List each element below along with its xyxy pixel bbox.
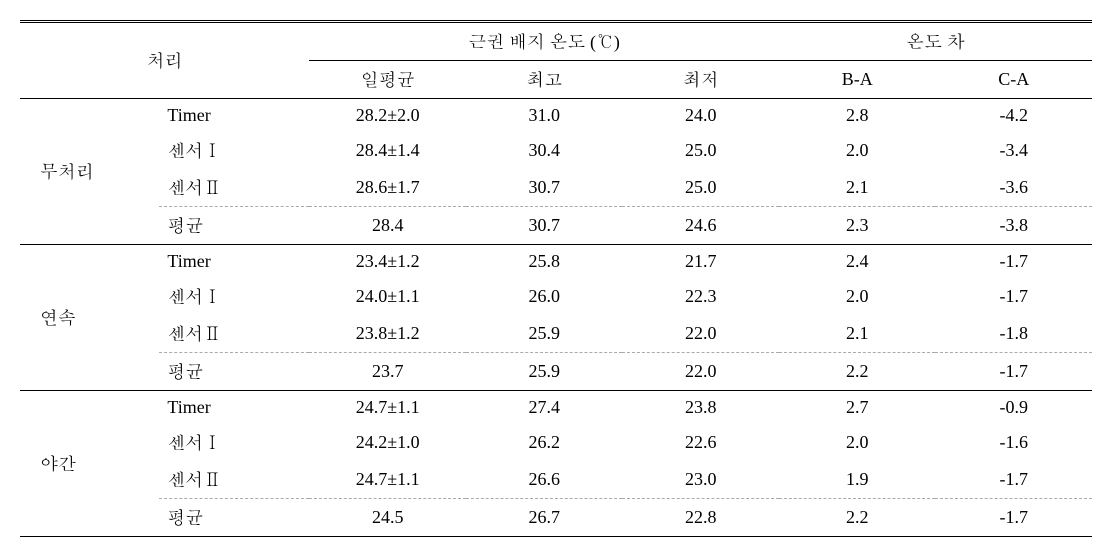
min-cell: 23.8	[622, 391, 779, 425]
avg-cell: 24.7±1.1	[309, 461, 466, 499]
max-cell: 30.4	[466, 132, 623, 169]
max-cell: 26.2	[466, 424, 623, 461]
treatment-cell: 센서Ⅰ	[159, 424, 309, 461]
header-max: 최고	[466, 61, 623, 99]
treatment-cell: Timer	[159, 391, 309, 425]
ba-cell: 2.8	[779, 99, 936, 133]
max-cell: 31.0	[466, 99, 623, 133]
avg-cell: 24.2±1.0	[309, 424, 466, 461]
avg-cell: 28.6±1.7	[309, 169, 466, 207]
mean-ca: -1.7	[935, 499, 1092, 537]
min-cell: 25.0	[622, 132, 779, 169]
mean-max: 26.7	[466, 499, 623, 537]
mean-min: 22.0	[622, 353, 779, 391]
ba-cell: 2.0	[779, 278, 936, 315]
min-cell: 22.6	[622, 424, 779, 461]
group-name: 야간	[20, 391, 159, 537]
ba-cell: 2.0	[779, 424, 936, 461]
ca-cell: -4.2	[935, 99, 1092, 133]
ba-cell: 2.4	[779, 245, 936, 279]
ca-cell: -1.6	[935, 424, 1092, 461]
avg-cell: 24.0±1.1	[309, 278, 466, 315]
header-treatment: 처리	[20, 22, 309, 99]
ca-cell: -1.8	[935, 315, 1092, 353]
header-ba: B-A	[779, 61, 936, 99]
avg-cell: 23.4±1.2	[309, 245, 466, 279]
treatment-cell: Timer	[159, 99, 309, 133]
max-cell: 25.8	[466, 245, 623, 279]
ba-cell: 2.7	[779, 391, 936, 425]
avg-cell: 23.8±1.2	[309, 315, 466, 353]
max-cell: 26.6	[466, 461, 623, 499]
mean-ba: 2.3	[779, 207, 936, 245]
mean-avg: 24.5	[309, 499, 466, 537]
mean-min: 24.6	[622, 207, 779, 245]
ba-cell: 2.1	[779, 169, 936, 207]
mean-ba: 2.2	[779, 499, 936, 537]
avg-cell: 28.4±1.4	[309, 132, 466, 169]
max-cell: 26.0	[466, 278, 623, 315]
treatment-cell: 센서Ⅱ	[159, 461, 309, 499]
ba-cell: 1.9	[779, 461, 936, 499]
mean-label: 평균	[159, 499, 309, 537]
mean-max: 30.7	[466, 207, 623, 245]
data-table: 처리 근권 배지 온도 (℃) 온도 차 일평균 최고 최저 B-A C-A 무…	[20, 20, 1092, 537]
mean-label: 평균	[159, 207, 309, 245]
min-cell: 22.0	[622, 315, 779, 353]
mean-avg: 28.4	[309, 207, 466, 245]
treatment-cell: Timer	[159, 245, 309, 279]
max-cell: 25.9	[466, 315, 623, 353]
group-name: 연속	[20, 245, 159, 391]
ca-cell: -3.4	[935, 132, 1092, 169]
avg-cell: 28.2±2.0	[309, 99, 466, 133]
mean-max: 25.9	[466, 353, 623, 391]
min-cell: 24.0	[622, 99, 779, 133]
avg-cell: 24.7±1.1	[309, 391, 466, 425]
header-ca: C-A	[935, 61, 1092, 99]
header-min: 최저	[622, 61, 779, 99]
ca-cell: -1.7	[935, 245, 1092, 279]
mean-min: 22.8	[622, 499, 779, 537]
treatment-cell: 센서Ⅰ	[159, 132, 309, 169]
mean-label: 평균	[159, 353, 309, 391]
ca-cell: -3.6	[935, 169, 1092, 207]
mean-ba: 2.2	[779, 353, 936, 391]
header-temp-diff: 온도 차	[779, 22, 1092, 61]
ca-cell: -1.7	[935, 278, 1092, 315]
ba-cell: 2.0	[779, 132, 936, 169]
mean-ca: -3.8	[935, 207, 1092, 245]
mean-avg: 23.7	[309, 353, 466, 391]
max-cell: 27.4	[466, 391, 623, 425]
max-cell: 30.7	[466, 169, 623, 207]
mean-ca: -1.7	[935, 353, 1092, 391]
min-cell: 21.7	[622, 245, 779, 279]
min-cell: 22.3	[622, 278, 779, 315]
treatment-cell: 센서Ⅱ	[159, 315, 309, 353]
header-rootzone-temp: 근권 배지 온도 (℃)	[309, 22, 779, 61]
treatment-cell: 센서Ⅱ	[159, 169, 309, 207]
ba-cell: 2.1	[779, 315, 936, 353]
min-cell: 25.0	[622, 169, 779, 207]
group-name: 무처리	[20, 99, 159, 245]
min-cell: 23.0	[622, 461, 779, 499]
ca-cell: -1.7	[935, 461, 1092, 499]
ca-cell: -0.9	[935, 391, 1092, 425]
treatment-cell: 센서Ⅰ	[159, 278, 309, 315]
header-daily-avg: 일평균	[309, 61, 466, 99]
